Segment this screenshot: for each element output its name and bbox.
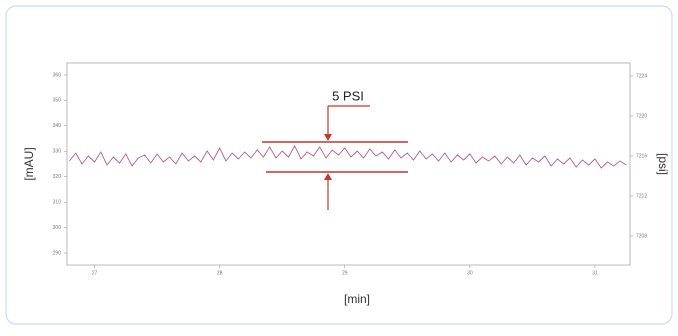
y-tick-label: 350: [53, 98, 62, 104]
y2-tick-label: 7220: [636, 113, 647, 119]
annotation-text: 5 PSI: [332, 88, 364, 103]
y2-axis-label: [psi]: [656, 153, 670, 175]
arrow-head: [324, 134, 332, 141]
y2-tick-label: 7208: [636, 233, 647, 239]
arrow-head: [324, 173, 332, 180]
y-tick-label: 310: [53, 199, 62, 205]
y2-tick-label: 7212: [636, 193, 647, 199]
y2-tick-label: 7216: [636, 153, 647, 159]
x-tick-label: 27: [92, 270, 98, 276]
x-tick-label: 29: [342, 270, 348, 276]
x-tick-label: 30: [467, 270, 473, 276]
y-tick-label: 290: [53, 250, 62, 256]
x-tick-label: 28: [217, 270, 223, 276]
plot: 360 350 340 330 320 310 300 290 7224 7220 7216 7212…: [53, 72, 648, 276]
plot-frame: [66, 62, 631, 266]
y-tick-label: 300: [53, 225, 62, 231]
y-axis-label: [mAU]: [22, 147, 36, 180]
data-line: [69, 145, 627, 169]
x-axis-label: [min]: [344, 292, 370, 306]
y-tick-label: 360: [53, 72, 62, 78]
card: [5, 5, 673, 325]
annotation: 5 PSI: [262, 88, 408, 210]
y-tick-label: 340: [53, 123, 62, 129]
y-tick-label: 330: [53, 149, 62, 155]
x-tick-label: 31: [592, 270, 598, 276]
y2-tick-label: 7224: [636, 73, 647, 79]
y-tick-label: 320: [53, 174, 62, 180]
